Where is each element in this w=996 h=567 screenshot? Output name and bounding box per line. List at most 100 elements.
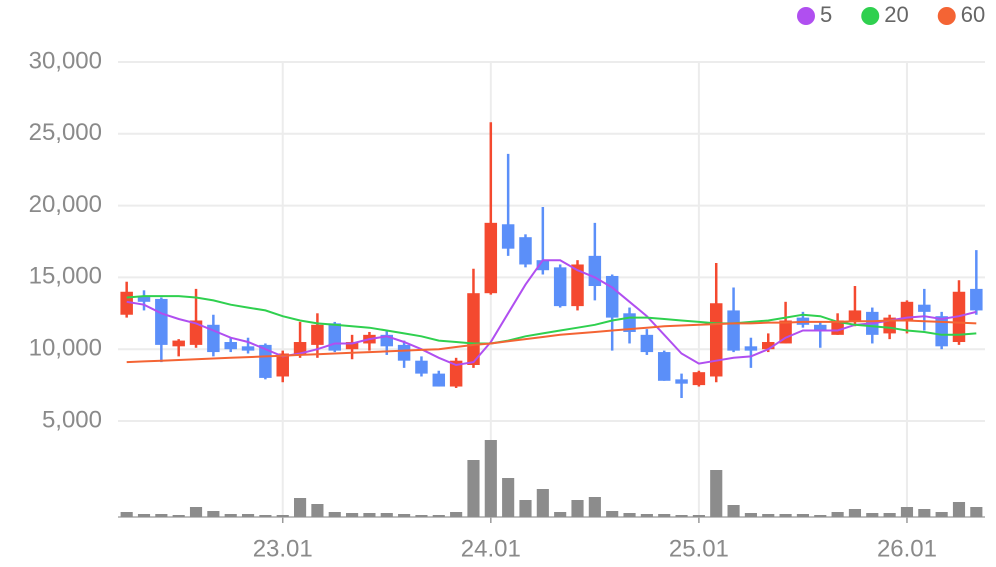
legend-label: 60 [961, 2, 985, 27]
candle-body [501, 224, 515, 249]
volume-bar [536, 489, 549, 517]
candle-body [762, 342, 775, 350]
volume-bar [363, 513, 376, 517]
candle-body [605, 275, 619, 318]
ma-line [126, 259, 977, 367]
y-tick-label: 5,000 [42, 406, 102, 433]
volume-bar [814, 515, 827, 517]
candle-body [137, 296, 151, 302]
candle-body [449, 360, 463, 387]
candle-body [553, 267, 567, 307]
candle-body [744, 346, 758, 351]
x-tick-label: 23.01 [253, 535, 313, 562]
volume-bar [137, 514, 151, 517]
candle-body [484, 222, 498, 294]
candle-body [935, 316, 948, 347]
candle-body [900, 301, 914, 321]
volume-bar [415, 515, 428, 517]
candle-body [155, 298, 168, 345]
candle-body [709, 303, 723, 377]
volume-bar [675, 515, 688, 517]
volume-bar [311, 504, 324, 517]
volume-bar [502, 478, 515, 517]
volume-bar [259, 515, 272, 517]
candle-body [328, 323, 341, 351]
volume-bar [727, 505, 740, 517]
volume-bar [623, 513, 636, 517]
volume-bar [189, 507, 203, 517]
volume-bar [970, 507, 983, 517]
volume-bar [900, 507, 914, 517]
candle-body [675, 379, 688, 384]
volume-bar [571, 500, 584, 517]
candle-body [241, 346, 255, 351]
volume-bar [241, 514, 255, 517]
volume-bar [744, 513, 757, 517]
volume-bar [346, 513, 359, 517]
candle-body [640, 334, 654, 353]
legend-label: 20 [884, 2, 908, 27]
candle-body [172, 340, 185, 347]
candle-body [519, 237, 532, 265]
volume-bar [120, 512, 133, 517]
volume-bar [172, 515, 185, 517]
volume-bar [554, 512, 567, 517]
y-tick-label: 15,000 [29, 263, 102, 290]
volume-bar [848, 509, 862, 517]
candle-body [588, 255, 602, 287]
candle-body [224, 342, 237, 350]
volume-bar [935, 512, 948, 517]
legend-marker [797, 7, 815, 25]
volume-bar [952, 502, 966, 517]
volume-bar [606, 511, 619, 517]
volume-bar [640, 514, 653, 517]
candle-body [415, 360, 428, 374]
ma-line [126, 319, 977, 364]
volume-bar [831, 512, 844, 517]
x-tick-label: 25.01 [669, 535, 729, 562]
volume-bar [658, 514, 671, 517]
volume-bar [450, 512, 463, 517]
volume-bar [762, 514, 775, 517]
volume-bar [276, 515, 289, 517]
candle-body [571, 264, 584, 307]
volume-bar [519, 500, 532, 517]
volume-bar [224, 514, 237, 517]
volume-bar [207, 511, 220, 517]
x-tick-label: 24.01 [461, 535, 521, 562]
candle-body [814, 324, 827, 331]
y-tick-label: 20,000 [29, 191, 102, 218]
candle-body [189, 320, 203, 345]
y-tick-label: 10,000 [29, 335, 102, 362]
candle-body [467, 293, 480, 365]
y-tick-label: 30,000 [29, 47, 102, 74]
volume-bar [710, 470, 723, 517]
candle-body [727, 310, 740, 351]
volume-bar [883, 513, 896, 517]
volume-bar [866, 513, 879, 517]
legend-marker [937, 7, 956, 25]
volume-bar [484, 440, 497, 517]
volume-bar [398, 514, 411, 517]
volume-bar [796, 514, 809, 517]
volume-bar [432, 515, 445, 517]
candle-body [918, 304, 931, 312]
candle-body [397, 344, 411, 361]
candle-body [380, 334, 394, 347]
volume-bar [692, 515, 705, 517]
volume-bar [155, 514, 168, 517]
candle-body [536, 260, 550, 271]
candle-body [657, 352, 671, 381]
volume-bar [380, 513, 393, 517]
candle-body [848, 310, 862, 321]
volume-bar [779, 514, 792, 517]
candle-body [276, 353, 289, 377]
candle-body [345, 342, 359, 350]
candle-body [692, 372, 706, 386]
candle-body [432, 373, 446, 387]
candle-body [779, 320, 792, 344]
candle-body [259, 344, 272, 378]
y-tick-label: 25,000 [29, 119, 102, 146]
x-tick-label: 26.01 [877, 535, 937, 562]
